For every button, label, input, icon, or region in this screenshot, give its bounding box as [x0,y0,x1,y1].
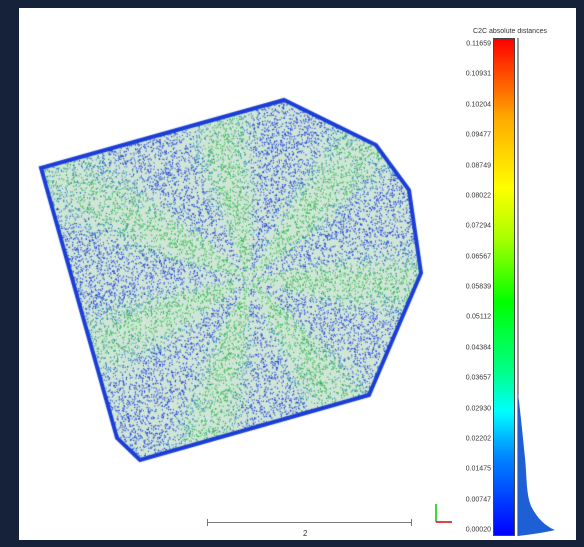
color-scale-tick: 0.10204 [465,101,491,109]
color-scale-tick: 0.08749 [465,162,491,169]
color-scale-tick: 0.05112 [466,313,491,321]
color-scale-tick: 0.05839 [465,283,491,291]
color-scale-tick: 0.07294 [465,222,491,230]
color-scale-bar [493,38,515,536]
color-scale-tick: 0.02202 [465,435,491,443]
color-scale-tick: 0.01475 [465,465,491,473]
color-scale-tick: 0.04384 [465,344,491,352]
color-scale-tick: 0.00747 [465,496,491,504]
distance-histogram [517,38,555,536]
color-scale-tick: 0.08022 [465,192,491,200]
color-scale-tick: 0.11659 [466,40,491,48]
scale-bar [207,519,412,527]
color-scale-tick: 0.10931 [465,70,491,78]
scale-bar-label: 2 [303,529,308,538]
point-cloud[interactable] [19,8,576,540]
color-scale-tick: 0.06567 [465,253,491,261]
color-scale-ticks: 0.11659 0.10931 0.10204 0.09477 0.08749 0.080… [449,38,491,536]
color-scale-tick: 0.00020 [465,526,491,534]
color-scale-tick: 0.09477 [465,131,491,139]
color-scale-tick: 0.03657 [465,374,491,382]
color-scale-title: C2C absolute distances [473,28,547,35]
3d-viewport[interactable]: C2C absolute distances 0.11659 0.10931 0.1… [19,8,576,540]
axis-trihedron-icon [435,504,452,523]
color-scale-tick: 0.02930 [465,405,491,412]
